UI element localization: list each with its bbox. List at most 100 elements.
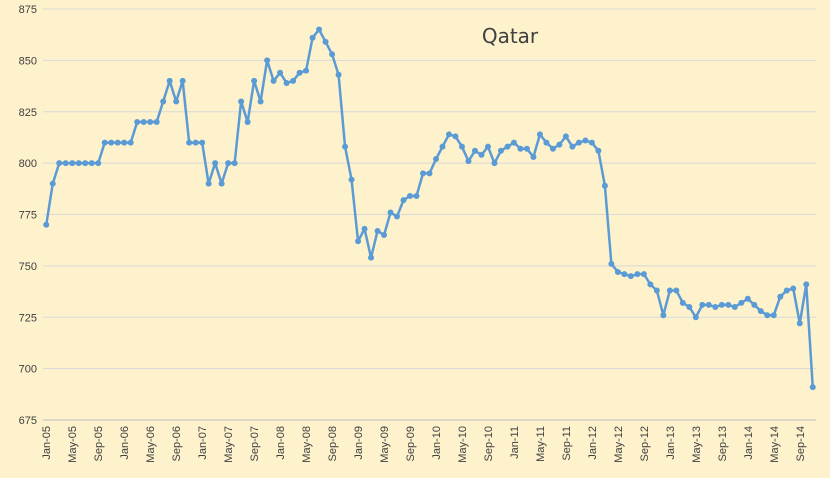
x-tick-label: Jan-06 [119,426,131,460]
x-tick-label: May-09 [379,426,391,463]
x-tick-label: Jan-14 [743,426,755,460]
data-point [484,143,491,150]
data-point [166,77,173,84]
data-point [504,143,511,150]
data-point [62,160,69,167]
data-point [523,145,530,152]
data-point [517,145,524,152]
data-point [108,139,115,146]
data-point [744,295,751,302]
data-point [296,69,303,76]
x-tick-label: Sep-09 [405,426,417,461]
data-point [569,143,576,150]
data-point [809,384,816,391]
data-point [394,213,401,220]
data-point [407,193,414,200]
data-point [75,160,82,167]
x-tick-label: May-10 [457,426,469,463]
data-point [374,227,381,234]
data-point [95,160,102,167]
x-tick-label: May-13 [691,426,703,463]
data-point [601,182,608,189]
data-point [348,176,355,183]
data-point [316,26,323,33]
data-point [420,170,427,177]
data-point [712,303,719,310]
x-tick-label: May-11 [535,426,547,462]
x-tick-label: May-08 [301,426,313,463]
data-point [231,160,238,167]
data-point [192,139,199,146]
y-tick-label-850: 850 [19,55,37,67]
data-point [387,209,394,216]
data-point [309,34,316,41]
data-point [283,79,290,86]
data-point [43,221,50,228]
data-point [725,301,732,308]
data-point [160,98,167,105]
data-point [114,139,121,146]
data-point [731,303,738,310]
x-tick-label: Sep-13 [717,426,729,461]
data-point [705,301,712,308]
data-point [647,281,654,288]
data-point [640,271,647,278]
x-tick-label: Jan-10 [431,426,443,460]
series-line [45,28,814,389]
y-tick-label-875: 875 [19,4,37,16]
data-point [303,67,310,74]
data-point [536,131,543,138]
x-tick-label: May-05 [67,426,79,463]
y-tick-label-750: 750 [19,261,37,273]
data-point [361,225,368,232]
data-point [277,69,284,76]
data-point [121,139,128,146]
data-point [478,151,485,158]
data-point [686,303,693,310]
data-point [140,119,147,126]
data-point [134,119,141,126]
data-point [510,139,517,146]
data-point [290,77,297,84]
y-tick-label-675: 675 [19,415,37,427]
data-point [244,119,251,126]
x-tick-label: Jan-09 [353,426,365,460]
y-tick-label-700: 700 [19,364,37,376]
data-point [355,238,362,245]
data-point [251,77,258,84]
data-point [452,133,459,140]
data-point [497,147,504,154]
data-point [751,301,758,308]
data-point [56,160,63,167]
x-tick-label: May-12 [613,426,625,463]
data-point [783,287,790,294]
x-tick-label: Sep-12 [639,426,651,461]
data-point [803,281,810,288]
data-point [575,139,582,146]
data-point [212,160,219,167]
data-point [491,160,498,167]
data-point [381,232,388,239]
y-tick-label-775: 775 [19,210,37,222]
x-tick-label: Sep-14 [795,426,807,461]
y-tick-label-800: 800 [19,158,37,170]
y-tick-label-725: 725 [19,312,37,324]
data-point [270,77,277,84]
data-point [153,119,160,126]
data-point [757,308,764,315]
data-point [530,153,537,160]
x-tick-label: Sep-10 [483,426,495,461]
data-point [556,141,563,148]
data-point [432,156,439,163]
x-tick-label: Sep-11 [561,426,573,461]
data-point [679,299,686,306]
data-point [471,147,478,154]
x-tick-label: Sep-07 [249,426,261,461]
data-point [718,301,725,308]
data-point [173,98,180,105]
data-point [595,147,602,154]
x-tick-label: Jan-12 [587,426,599,460]
x-tick-label: May-06 [145,426,157,463]
